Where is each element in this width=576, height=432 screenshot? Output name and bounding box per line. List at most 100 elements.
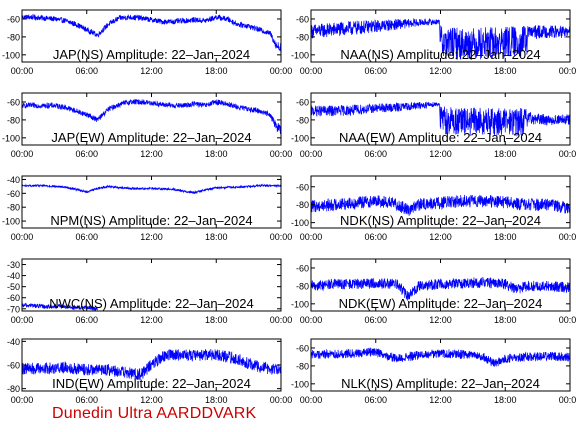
y-tick-label: -100 bbox=[291, 379, 309, 389]
x-tick-label: 00:00 bbox=[559, 232, 576, 242]
y-tick-label: -100 bbox=[2, 50, 20, 60]
x-tick-label: 06:00 bbox=[364, 395, 387, 405]
y-tick-label: -60 bbox=[296, 182, 309, 192]
x-tick-label: 00:00 bbox=[559, 315, 576, 325]
x-tick-label: 18:00 bbox=[205, 232, 228, 242]
chart-title: NDK(EW) Amplitude: 22–Jan–2024 bbox=[339, 296, 543, 311]
y-tick-label: -60 bbox=[7, 189, 20, 199]
x-tick-label: 06:00 bbox=[364, 66, 387, 76]
chart-title: JAP(EW) Amplitude: 22–Jan–2024 bbox=[51, 130, 251, 145]
chart-panel-8: -60 -80 -100 00:00 06:00 12:00 18:00 00:00 NDK(E… bbox=[291, 258, 576, 325]
x-tick-label: 18:00 bbox=[205, 66, 228, 76]
y-tick-label: -80 bbox=[296, 200, 309, 210]
y-tick-label: -80 bbox=[7, 115, 20, 125]
series-line bbox=[311, 194, 570, 216]
y-tick-label: -30 bbox=[7, 260, 20, 270]
x-tick-label: 12:00 bbox=[429, 66, 452, 76]
series-line bbox=[22, 302, 98, 311]
x-tick-label: 00:00 bbox=[270, 395, 293, 405]
y-tick-label: -80 bbox=[296, 281, 309, 291]
x-tick-label: 00:00 bbox=[300, 395, 323, 405]
x-tick-label: 06:00 bbox=[364, 315, 387, 325]
x-tick-label: 00:00 bbox=[11, 149, 34, 159]
chart-panel-5: -40 -60 -80 -100 00:00 06:00 12:00 18:00 00:00 NP… bbox=[2, 175, 292, 242]
x-tick-label: 06:00 bbox=[75, 232, 98, 242]
series-line bbox=[311, 347, 570, 367]
y-tick-label: -80 bbox=[296, 361, 309, 371]
y-tick-label: -80 bbox=[7, 203, 20, 213]
chart-title: NPM(NS) Amplitude: 22–Jan–2024 bbox=[50, 213, 252, 228]
x-tick-label: 00:00 bbox=[559, 66, 576, 76]
x-tick-label: 12:00 bbox=[429, 315, 452, 325]
series-line bbox=[311, 101, 570, 137]
x-tick-label: 06:00 bbox=[75, 315, 98, 325]
x-tick-label: 12:00 bbox=[429, 395, 452, 405]
chart-title: JAP(NS) Amplitude: 22–Jan–2024 bbox=[53, 47, 250, 62]
x-tick-label: 06:00 bbox=[75, 149, 98, 159]
series-line bbox=[22, 13, 281, 53]
series-line bbox=[311, 17, 570, 61]
x-tick-label: 18:00 bbox=[494, 149, 517, 159]
chart-panel-2: -60 -80 -100 00:00 06:00 12:00 18:00 00:00 NAA(N… bbox=[291, 9, 576, 76]
y-tick-label: -60 bbox=[296, 263, 309, 273]
x-tick-label: 00:00 bbox=[270, 232, 293, 242]
x-tick-label: 00:00 bbox=[559, 149, 576, 159]
y-tick-label: -60 bbox=[296, 97, 309, 107]
x-tick-label: 12:00 bbox=[140, 149, 163, 159]
chart-title: NAA(NS) Amplitude: 22–Jan–2024 bbox=[340, 47, 540, 62]
y-tick-label: -100 bbox=[2, 133, 20, 143]
chart-panel-3: -60 -80 -100 00:00 06:00 12:00 18:00 00:00 JAP(E… bbox=[2, 92, 292, 159]
chart-title: NLK(NS) Amplitude: 22–Jan–2024 bbox=[341, 376, 540, 391]
y-tick-label: -60 bbox=[7, 361, 20, 371]
x-tick-label: 00:00 bbox=[270, 66, 293, 76]
chart-title: NDK(NS) Amplitude: 22–Jan–2024 bbox=[340, 213, 541, 228]
y-tick-label: -100 bbox=[291, 299, 309, 309]
y-tick-label: -60 bbox=[296, 343, 309, 353]
x-tick-label: 00:00 bbox=[300, 232, 323, 242]
y-tick-label: -40 bbox=[7, 271, 20, 281]
y-tick-label: -60 bbox=[7, 97, 20, 107]
y-tick-label: -60 bbox=[7, 293, 20, 303]
x-tick-label: 06:00 bbox=[364, 149, 387, 159]
chart-panel-1: -60 -80 -100 00:00 06:00 12:00 18:00 00:00 JAP(N… bbox=[2, 9, 293, 76]
x-tick-label: 12:00 bbox=[429, 149, 452, 159]
series-line bbox=[22, 348, 281, 381]
chart-title: NAA(EW) Amplitude: 22–Jan–2024 bbox=[339, 130, 542, 145]
y-tick-label: -100 bbox=[2, 217, 20, 227]
x-tick-label: 18:00 bbox=[494, 66, 517, 76]
series-line bbox=[22, 98, 281, 135]
x-tick-label: 00:00 bbox=[270, 315, 293, 325]
x-tick-label: 00:00 bbox=[300, 66, 323, 76]
y-tick-label: -80 bbox=[7, 384, 20, 394]
y-tick-label: -50 bbox=[7, 282, 20, 292]
y-tick-label: -70 bbox=[7, 304, 20, 314]
y-tick-label: -80 bbox=[296, 115, 309, 125]
x-tick-label: 06:00 bbox=[75, 66, 98, 76]
series-line bbox=[311, 277, 570, 301]
x-tick-label: 18:00 bbox=[205, 149, 228, 159]
y-tick-label: -60 bbox=[296, 14, 309, 24]
y-tick-label: -80 bbox=[7, 32, 20, 42]
chart-panel-10: -60 -80 -100 00:00 06:00 12:00 18:00 00:00 NLK(N… bbox=[291, 338, 576, 405]
x-tick-label: 12:00 bbox=[140, 232, 163, 242]
x-tick-label: 12:00 bbox=[140, 315, 163, 325]
x-tick-label: 18:00 bbox=[494, 232, 517, 242]
x-tick-label: 00:00 bbox=[559, 395, 576, 405]
y-tick-label: -100 bbox=[291, 50, 309, 60]
x-tick-label: 00:00 bbox=[11, 315, 34, 325]
x-tick-label: 12:00 bbox=[429, 232, 452, 242]
x-tick-label: 18:00 bbox=[494, 315, 517, 325]
y-tick-label: -60 bbox=[7, 14, 20, 24]
x-tick-label: 12:00 bbox=[140, 66, 163, 76]
series-line bbox=[22, 183, 281, 195]
x-tick-label: 00:00 bbox=[11, 395, 34, 405]
y-tick-label: -40 bbox=[7, 175, 20, 185]
x-tick-label: 00:00 bbox=[11, 66, 34, 76]
x-tick-label: 00:00 bbox=[11, 232, 34, 242]
x-tick-label: 18:00 bbox=[494, 395, 517, 405]
chart-panel-6: -60 -80 -100 00:00 06:00 12:00 18:00 00:00 NDK(N… bbox=[291, 175, 576, 242]
chart-title: NWC(NS) Amplitude: 22–Jan–2024 bbox=[49, 296, 254, 311]
